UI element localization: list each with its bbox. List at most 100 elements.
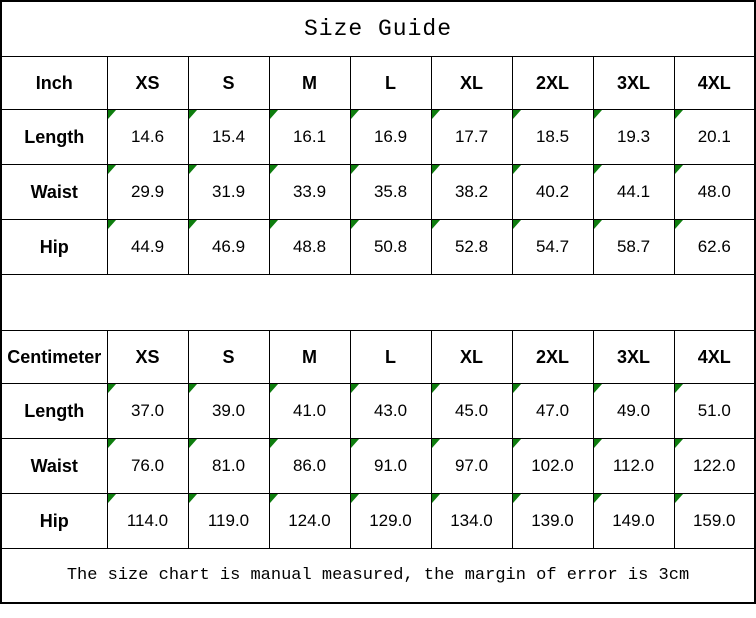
value-cell-text: 17.7 <box>454 127 489 146</box>
green-triangle-icon <box>351 220 359 229</box>
size-header-l: L <box>349 330 432 384</box>
green-triangle-icon <box>189 110 197 119</box>
value-cell: 86.0 <box>268 438 351 494</box>
value-cell: 29.9 <box>106 164 189 220</box>
value-cell: 62.6 <box>673 219 756 275</box>
green-triangle-icon <box>432 384 440 393</box>
green-triangle-icon <box>189 384 197 393</box>
value-cell: 31.9 <box>187 164 270 220</box>
value-cell-text: 122.0 <box>692 456 736 475</box>
size-header-4xl: 4XL <box>673 56 756 110</box>
green-triangle-icon <box>270 165 278 174</box>
green-triangle-icon <box>351 494 359 503</box>
row-label-waist: Waist <box>0 164 108 220</box>
value-cell-text: 46.9 <box>211 237 246 256</box>
value-cell: 91.0 <box>349 438 432 494</box>
value-cell-text: 16.9 <box>373 127 408 146</box>
value-cell-text: 44.1 <box>616 182 651 201</box>
green-triangle-icon <box>513 110 521 119</box>
size-header-xl: XL <box>430 330 513 384</box>
value-cell-text: 119.0 <box>207 511 250 530</box>
row-label-hip: Hip <box>0 493 108 549</box>
value-cell-text: 91.0 <box>373 456 408 475</box>
green-triangle-icon <box>675 165 683 174</box>
value-cell: 58.7 <box>592 219 675 275</box>
value-cell: 124.0 <box>268 493 351 549</box>
value-cell-text: 45.0 <box>454 401 489 420</box>
size-header-3xl-text: 3XL <box>616 72 650 93</box>
value-cell-text: 14.6 <box>130 127 165 146</box>
value-cell-text: 149.0 <box>612 511 655 530</box>
size-header-4xl-text: 4XL <box>697 346 731 367</box>
size-header-3xl: 3XL <box>592 56 675 110</box>
value-cell: 149.0 <box>592 493 675 549</box>
value-cell: 48.8 <box>268 219 351 275</box>
value-cell-text: 51.0 <box>697 401 731 420</box>
green-triangle-icon <box>513 494 521 503</box>
green-triangle-icon <box>108 384 116 393</box>
size-header-l-text: L <box>385 346 396 367</box>
value-cell: 81.0 <box>187 438 270 494</box>
spacer-row <box>0 274 756 331</box>
green-triangle-icon <box>351 439 359 448</box>
value-cell-text: 49.0 <box>616 401 651 420</box>
value-cell: 14.6 <box>106 109 189 165</box>
value-cell-text: 31.9 <box>211 182 246 201</box>
green-triangle-icon <box>270 494 278 503</box>
green-triangle-icon <box>270 384 278 393</box>
green-triangle-icon <box>675 220 683 229</box>
size-guide-title-text: Size Guide <box>303 16 453 42</box>
size-header-s: S <box>187 330 270 384</box>
row-label-length: Length <box>0 383 108 439</box>
value-cell-text: 19.3 <box>616 127 651 146</box>
value-cell-text: 35.8 <box>373 182 408 201</box>
size-header-s-text: S <box>222 72 235 93</box>
value-cell: 46.9 <box>187 219 270 275</box>
value-cell-text: 129.0 <box>369 511 412 530</box>
size-header-xs-text: XS <box>135 346 160 367</box>
green-triangle-icon <box>675 494 683 503</box>
size-header-s: S <box>187 56 270 110</box>
green-triangle-icon <box>675 384 683 393</box>
green-triangle-icon <box>189 165 197 174</box>
value-cell-text: 44.9 <box>130 237 165 256</box>
size-header-m-text: M <box>302 72 317 93</box>
value-cell-text: 54.7 <box>535 237 570 256</box>
value-cell: 40.2 <box>511 164 594 220</box>
value-cell: 134.0 <box>430 493 513 549</box>
value-cell-text: 39.0 <box>211 401 246 420</box>
green-triangle-icon <box>108 110 116 119</box>
green-triangle-icon <box>432 220 440 229</box>
green-triangle-icon <box>594 439 602 448</box>
green-triangle-icon <box>351 165 359 174</box>
value-cell: 37.0 <box>106 383 189 439</box>
size-header-3xl: 3XL <box>592 330 675 384</box>
value-cell-text: 76.0 <box>130 456 165 475</box>
green-triangle-icon <box>351 110 359 119</box>
unit-header-centimeter-text: Centimeter <box>7 346 102 367</box>
row-label-waist-text: Waist <box>30 455 78 476</box>
footer-note-text: The size chart is manual measured, the m… <box>66 566 690 585</box>
value-cell: 16.1 <box>268 109 351 165</box>
value-cell: 39.0 <box>187 383 270 439</box>
size-header-m: M <box>268 330 351 384</box>
green-triangle-icon <box>270 110 278 119</box>
size-header-l-text: L <box>385 72 396 93</box>
size-header-xl-text: XL <box>459 346 483 367</box>
green-triangle-icon <box>432 439 440 448</box>
footer-note: The size chart is manual measured, the m… <box>0 548 756 604</box>
green-triangle-icon <box>513 165 521 174</box>
value-cell: 16.9 <box>349 109 432 165</box>
value-cell: 17.7 <box>430 109 513 165</box>
row-label-length-text: Length <box>24 400 85 421</box>
size-guide-table: Size Guide Inch XS S M L XL 2XL 3XL 4XL Length 14.6… <box>0 0 756 604</box>
green-triangle-icon <box>594 165 602 174</box>
green-triangle-icon <box>513 439 521 448</box>
value-cell-text: 97.0 <box>454 456 489 475</box>
row-label-length-text: Length <box>24 126 85 147</box>
value-cell-text: 37.0 <box>130 401 165 420</box>
value-cell: 44.9 <box>106 219 189 275</box>
value-cell-text: 47.0 <box>535 401 570 420</box>
size-header-2xl-text: 2XL <box>535 72 569 93</box>
green-triangle-icon <box>189 439 197 448</box>
